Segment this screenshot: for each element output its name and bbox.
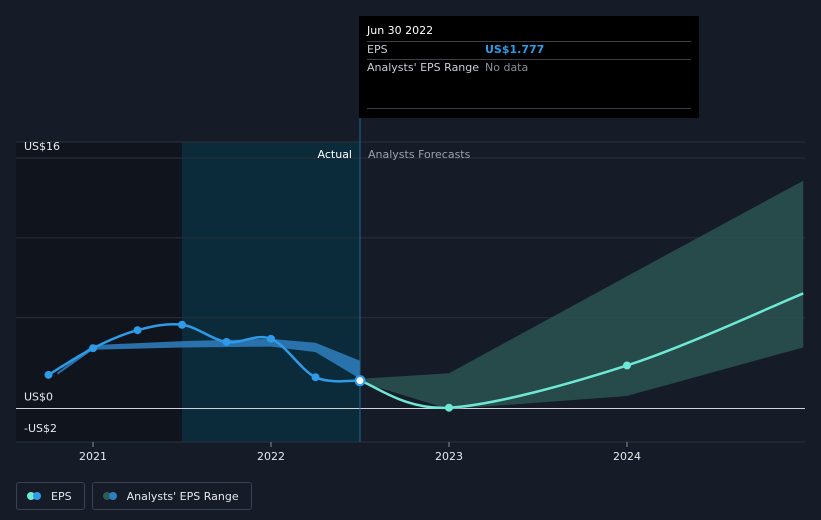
tooltip-range-value: No data — [485, 61, 529, 74]
y-axis-label: US$0 — [24, 391, 53, 404]
eps-actual-point[interactable] — [44, 370, 53, 379]
eps-legend-icon — [27, 491, 43, 501]
tooltip-eps-key: EPS — [367, 43, 388, 56]
legend: EPS Analysts' EPS Range — [16, 482, 252, 510]
legend-range-button[interactable]: Analysts' EPS Range — [91, 482, 252, 510]
eps-forecast-point[interactable] — [445, 403, 453, 412]
eps-actual-point[interactable] — [354, 375, 366, 387]
legend-eps-label: EPS — [51, 489, 72, 503]
y-axis-label: -US$2 — [24, 422, 57, 435]
tooltip: Jun 30 2022 EPS US$1.777 Analysts' EPS R… — [359, 16, 699, 118]
actual-label: Actual — [318, 148, 352, 161]
eps-forecast-point[interactable] — [623, 361, 631, 370]
x-tick-label: 2023 — [435, 450, 463, 463]
x-tick-label: 2022 — [257, 450, 285, 463]
eps-actual-point[interactable] — [133, 326, 142, 335]
highlight-region — [182, 142, 360, 442]
tooltip-eps-value: US$1.777 — [485, 43, 545, 56]
x-tick-label: 2024 — [613, 450, 641, 463]
legend-eps-button[interactable]: EPS — [16, 482, 85, 510]
tooltip-date: Jun 30 2022 — [367, 24, 434, 37]
tooltip-divider — [367, 108, 691, 109]
x-tick-label: 2021 — [79, 450, 107, 463]
eps-forecast-line — [359, 292, 804, 409]
range-legend-icon — [102, 491, 119, 501]
eps-actual-line — [47, 322, 361, 383]
eps-range-band-forecast — [360, 180, 804, 410]
tooltip-row-range: Analysts' EPS Range No data — [367, 59, 691, 77]
tooltip-row-eps: EPS US$1.777 — [367, 41, 691, 59]
eps-actual-point[interactable] — [178, 320, 186, 329]
eps-range-band-actual — [57, 338, 361, 379]
eps-actual-point[interactable] — [89, 344, 97, 353]
eps-actual-point[interactable] — [222, 337, 231, 346]
legend-range-label: Analysts' EPS Range — [126, 489, 239, 503]
eps-actual-point[interactable] — [311, 373, 320, 382]
forecast-label: Analysts Forecasts — [368, 148, 471, 161]
eps-actual-point[interactable] — [267, 334, 275, 343]
y-axis-label: US$16 — [24, 140, 60, 153]
tooltip-range-key: Analysts' EPS Range — [367, 61, 480, 74]
